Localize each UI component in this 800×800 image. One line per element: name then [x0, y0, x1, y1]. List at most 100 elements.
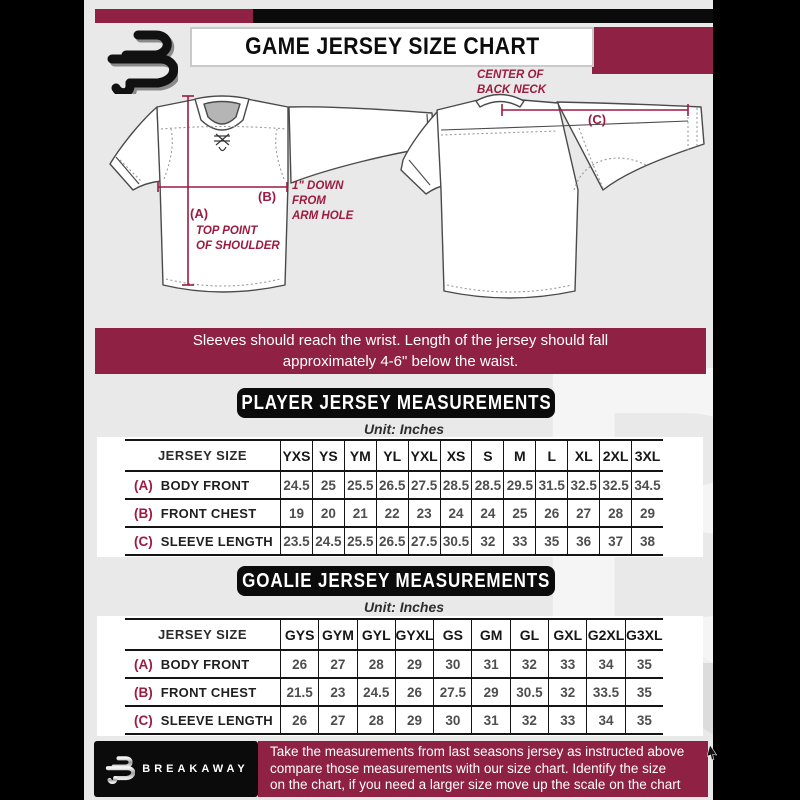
row-label: FRONT CHEST [160, 505, 257, 521]
measurement-value: 19 [280, 500, 312, 526]
page-title-box: GAME JERSEY SIZE CHART [190, 27, 594, 67]
table-row: (A) BODY FRONT 24.5 25 25.5 26.5 27.5 28.5 28.5 2… [125, 470, 663, 498]
measurement-value: 27 [318, 707, 356, 733]
size-column-header: GYM [318, 620, 356, 649]
size-column-header: M [503, 441, 535, 470]
size-column-header: YXL [407, 441, 440, 470]
measurement-value: 37 [599, 528, 631, 554]
measurement-value: 34 [586, 707, 624, 733]
measurement-value: 24 [471, 500, 503, 526]
label-B: (B) [258, 189, 277, 204]
text-line: ARM HOLE [292, 210, 354, 222]
measurement-value: 29 [394, 707, 433, 733]
measurement-value: 28.5 [439, 472, 472, 498]
row-label: BODY FRONT [160, 656, 250, 672]
measurement-value: 25.5 [343, 472, 376, 498]
size-column-header: GS [433, 620, 471, 649]
text-line: 1" DOWN [292, 180, 344, 192]
measurement-row-header: (B) FRONT CHEST [125, 500, 280, 526]
measurement-value: 28.5 [471, 472, 503, 498]
size-column-header: YL [375, 441, 408, 470]
player-measurements-table: JERSEY SIZE YXS YS YM YL YXL XS S M L XL 2XL 3XL (A) B… [125, 439, 663, 556]
measurement-value: 31.5 [535, 472, 567, 498]
measurement-value: 32.5 [567, 472, 599, 498]
goalie-section-header: GOALIE JERSEY MEASUREMENTS [237, 566, 555, 596]
row-letter: (A) [134, 656, 153, 672]
measurement-value: 30 [433, 651, 471, 677]
measurement-value: 33 [548, 707, 586, 733]
measurement-value: 27 [318, 651, 356, 677]
row-label: SLEEVE LENGTH [160, 533, 273, 549]
row-label: FRONT CHEST [160, 684, 257, 700]
size-column-header: G3XL [624, 620, 663, 649]
text-line: Sleeves should reach the wrist. Length o… [192, 332, 609, 349]
measurement-row-header: (A) BODY FRONT [125, 472, 280, 498]
row-letter: (C) [134, 712, 153, 728]
text-line: FROM [292, 195, 326, 207]
measurement-value: 26 [280, 651, 318, 677]
measurement-value: 29 [471, 679, 509, 705]
size-column-header: GM [471, 620, 509, 649]
measurement-value: 27.5 [407, 528, 440, 554]
measurement-value: 35 [535, 528, 567, 554]
footer-instructions: Take the measurements from last seasons … [258, 741, 708, 797]
measurement-value: 34.5 [631, 472, 663, 498]
measurement-value: 32.5 [599, 472, 631, 498]
size-column-header: GYL [356, 620, 395, 649]
table-row: (B) FRONT CHEST 21.5 23 24.5 26 27.5 29 30.5 32 33… [125, 677, 663, 705]
text-line: compare those measurements with our size… [270, 760, 667, 776]
measurement-value: 23.5 [280, 528, 312, 554]
footer-brand-box: BREAKAWAY [94, 741, 258, 797]
arm-hole-note: 1" DOWN FROM ARM HOLE [292, 179, 353, 224]
measurement-value: 20 [311, 500, 344, 526]
measurement-value: 27 [567, 500, 599, 526]
measurement-value: 28 [599, 500, 631, 526]
center-back-neck-note: CENTER OF BACK NECK [477, 68, 546, 98]
measurement-value: 35 [624, 651, 663, 677]
header-top-bar [95, 9, 713, 23]
table-row: (C) SLEEVE LENGTH 23.5 24.5 25.5 26.5 27.5 30.5… [125, 526, 663, 556]
measurement-value: 27.5 [407, 472, 440, 498]
measurement-row-header: (A) BODY FRONT [125, 651, 280, 677]
measurement-value: 25 [311, 472, 344, 498]
goalie-unit-label: Unit: Inches [363, 599, 445, 615]
player-unit-label: Unit: Inches [363, 421, 445, 437]
measurement-value: 23 [318, 679, 356, 705]
measurement-value: 31 [471, 651, 509, 677]
size-column-header: XL [567, 441, 599, 470]
measurement-row-header: (C) SLEEVE LENGTH [125, 528, 280, 554]
breakaway-logo-icon [107, 30, 178, 94]
measurement-value: 24.5 [311, 528, 344, 554]
footer-breakaway-logo-icon [106, 756, 136, 784]
measurement-value: 24.5 [356, 679, 395, 705]
fit-advice-banner: Sleeves should reach the wrist. Length o… [95, 328, 706, 374]
measurement-value: 23 [407, 500, 440, 526]
measurement-value: 28 [356, 651, 395, 677]
size-column-header: L [535, 441, 567, 470]
text-line: approximately 4-6" below the waist. [282, 353, 519, 370]
measurement-row-header: (C) SLEEVE LENGTH [125, 707, 280, 733]
measurement-value: 26.5 [375, 472, 408, 498]
measurement-value: 29 [394, 651, 433, 677]
size-column-header: G2XL [586, 620, 624, 649]
page-title: GAME JERSEY SIZE CHART [244, 33, 540, 60]
size-column-header: 3XL [631, 441, 663, 470]
size-column-header: GYXL [394, 620, 434, 649]
measurement-value: 34 [586, 651, 624, 677]
measurement-value: 22 [375, 500, 408, 526]
player-table-panel [97, 437, 703, 557]
size-column-header: YS [311, 441, 344, 470]
measurement-value: 36 [567, 528, 599, 554]
goalie-section-title: GOALIE JERSEY MEASUREMENTS [242, 569, 551, 592]
measurement-value: 29.5 [503, 472, 535, 498]
text-line: TOP POINT [196, 225, 258, 237]
measurement-value: 24 [439, 500, 472, 526]
player-section-header: PLAYER JERSEY MEASUREMENTS [237, 388, 555, 418]
text-line: CENTER OF [477, 69, 544, 81]
measurement-value: 33 [503, 528, 535, 554]
text-line: BACK NECK [477, 84, 546, 96]
measurement-value: 31 [471, 707, 509, 733]
measurement-value: 33.5 [586, 679, 624, 705]
header-top-bar-accent [95, 9, 253, 23]
table-row: (B) FRONT CHEST 19 20 21 22 23 24 24 25 26 27 28 29 [125, 498, 663, 526]
